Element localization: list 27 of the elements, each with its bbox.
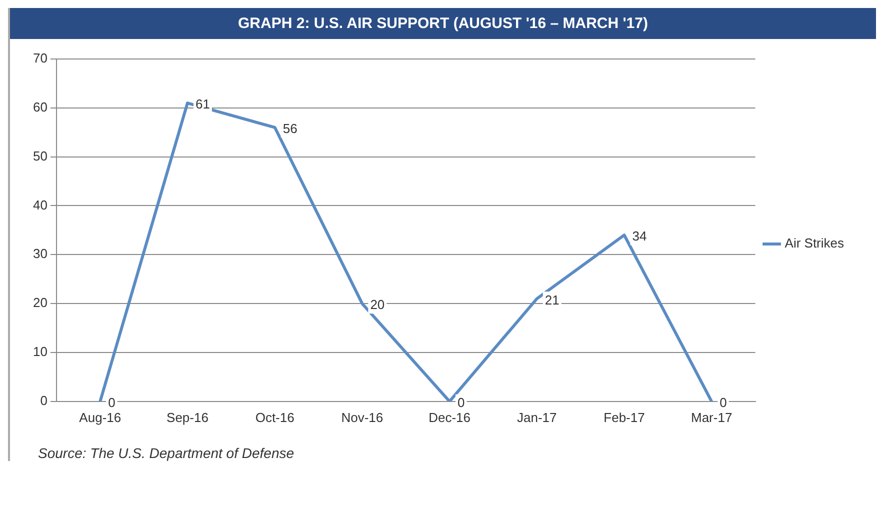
data-label: 34	[632, 228, 647, 244]
y-tick-label: 20	[32, 295, 48, 310]
x-tick-label: Sep-16	[166, 410, 208, 425]
y-tick-label: 70	[32, 50, 48, 66]
chart-title: GRAPH 2: U.S. AIR SUPPORT (AUGUST '16 – MARCH '17)	[10, 8, 876, 39]
y-tick-label: 0	[40, 392, 48, 408]
data-label: 20	[370, 297, 385, 312]
x-tick-label: Oct-16	[255, 410, 294, 425]
y-tick-label: 10	[32, 344, 48, 360]
x-tick-label: Feb-17	[604, 410, 645, 425]
x-tick-label: Mar-17	[691, 410, 732, 425]
x-tick-label: Nov-16	[341, 410, 384, 425]
data-label: 61	[195, 96, 210, 112]
y-tick-label: 50	[32, 148, 48, 164]
x-tick-label: Aug-16	[79, 410, 122, 425]
data-label: 21	[544, 292, 560, 308]
data-label: 0	[720, 394, 727, 410]
data-label: 56	[282, 121, 298, 136]
data-label: 0	[458, 394, 465, 410]
y-tick-label: 60	[32, 99, 48, 114]
x-tick-label: Jan-17	[517, 410, 557, 425]
data-label: 0	[108, 394, 116, 410]
y-tick-label: 30	[32, 246, 48, 262]
y-tick-label: 40	[32, 197, 48, 212]
x-tick-label: Dec-16	[428, 410, 470, 425]
legend-label: Air Strikes	[784, 236, 844, 251]
source-note: Source: The U.S. Department of Defense	[37, 444, 296, 461]
